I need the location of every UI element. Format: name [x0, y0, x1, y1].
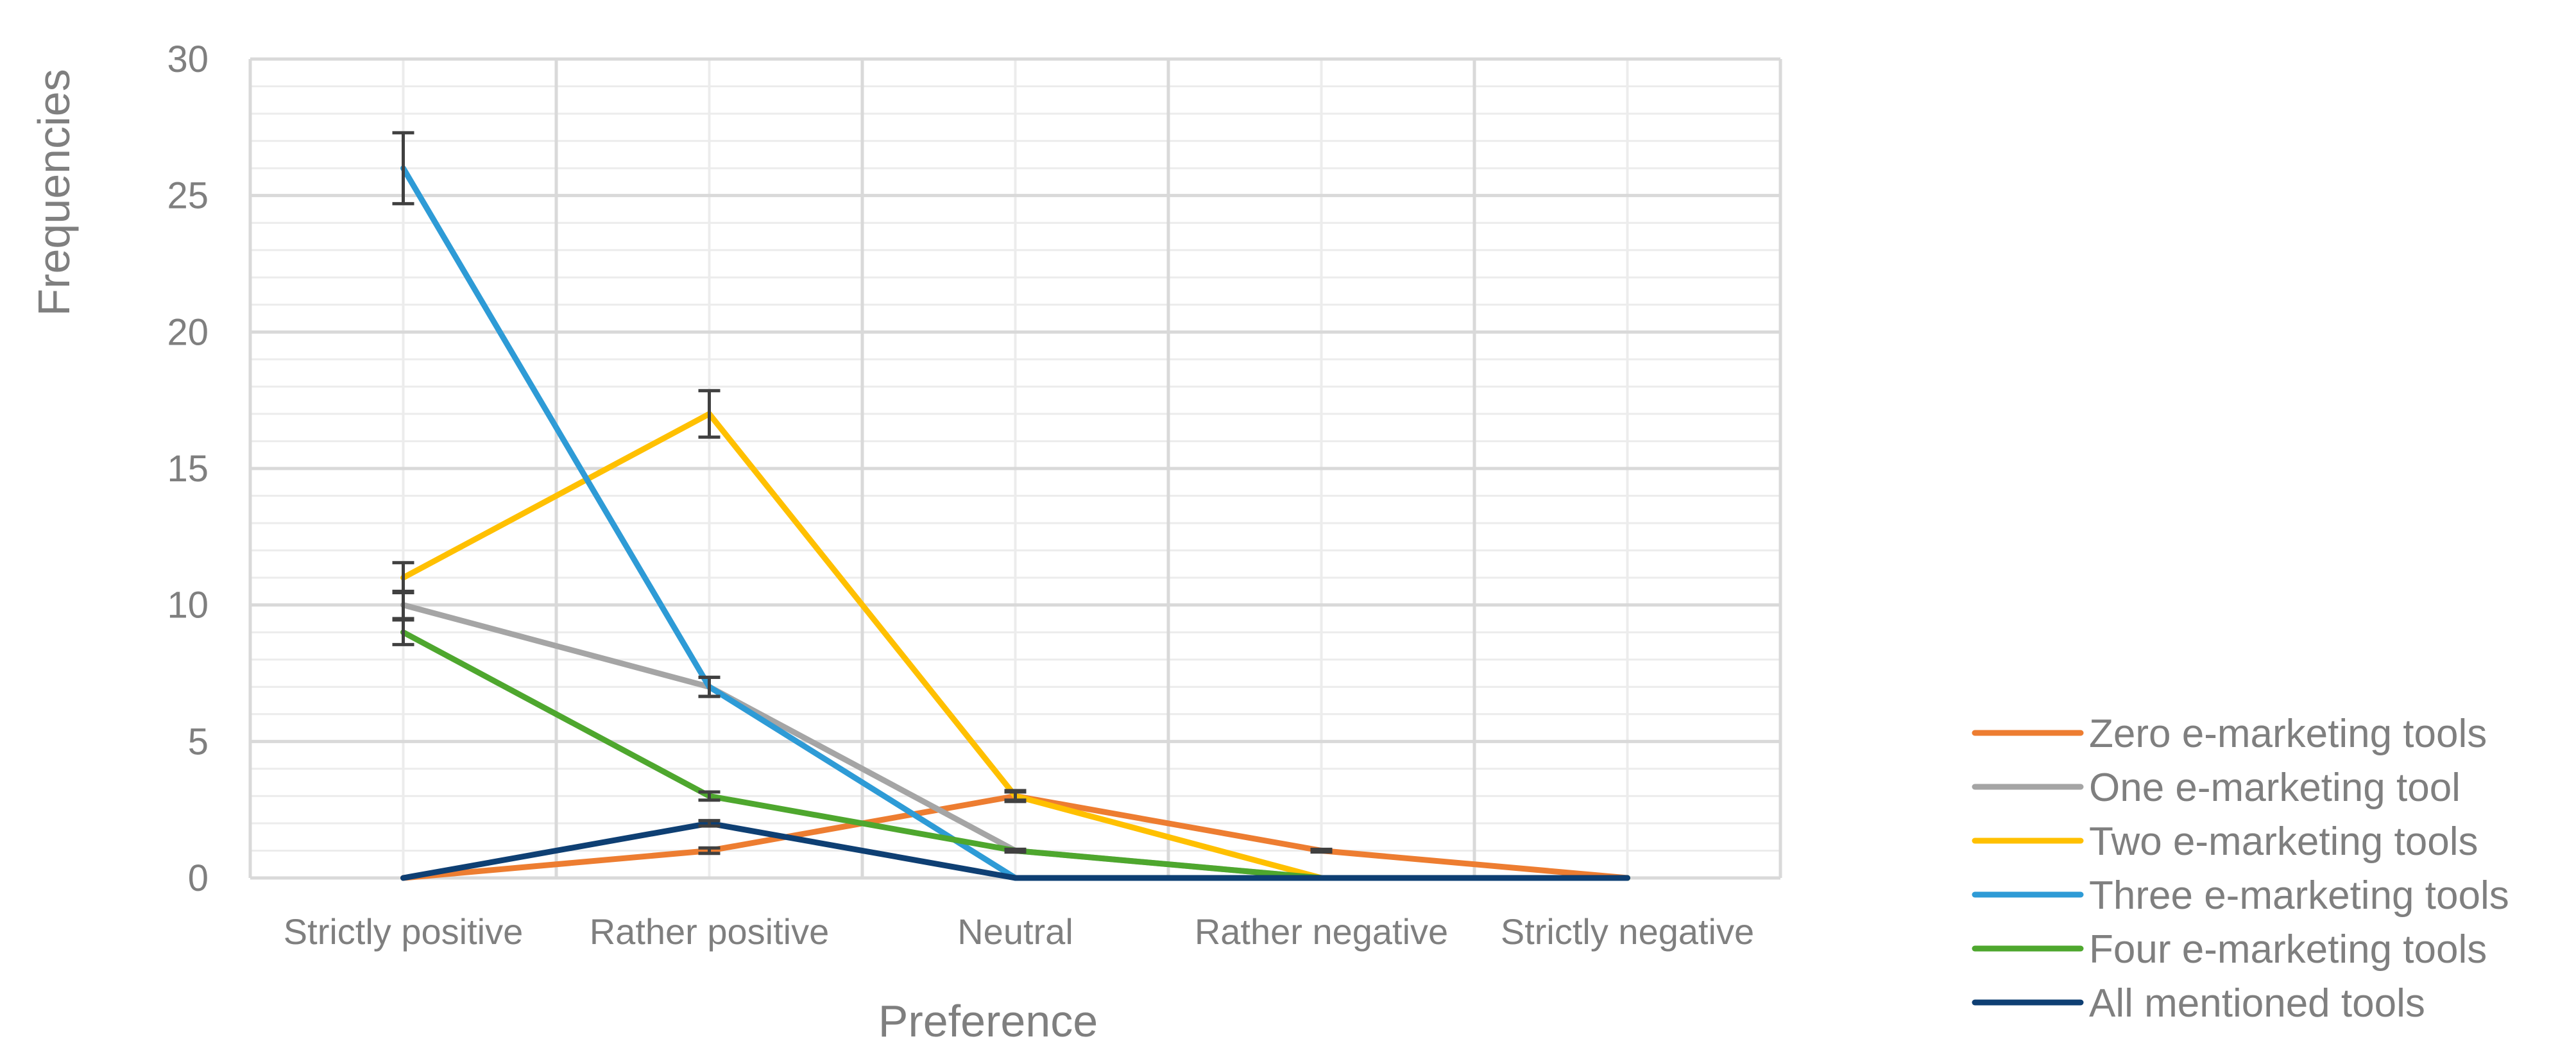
x-tick-label: Rather positive: [590, 911, 830, 952]
x-tick-label: Rather negative: [1195, 911, 1448, 952]
y-tick-label: 20: [167, 311, 209, 353]
legend-item: Two e-marketing tools: [1972, 820, 2478, 864]
error-bar: [1004, 790, 1027, 802]
legend-label: One e-marketing tool: [2089, 766, 2461, 810]
legend-item: Three e-marketing tools: [1972, 873, 2509, 918]
y-tick-label: 0: [188, 857, 209, 899]
y-tick-label: 15: [167, 448, 209, 490]
error-bar: [1310, 847, 1333, 854]
x-axis-tick-labels: Strictly positive Rather positive Neutral R…: [284, 911, 1754, 952]
error-bar: [392, 561, 414, 595]
error-bar: [392, 618, 414, 646]
legend-item: Zero e-marketing tools: [1972, 712, 2487, 756]
legend-label: All mentioned tools: [2089, 981, 2425, 1026]
y-tick-label: 30: [167, 39, 209, 80]
legend-label: Three e-marketing tools: [2089, 873, 2509, 918]
y-tick-label: 25: [167, 175, 209, 217]
legend-item: Four e-marketing tools: [1972, 927, 2487, 972]
legend-item: All mentioned tools: [1972, 981, 2425, 1026]
legend-label: Two e-marketing tools: [2089, 820, 2478, 864]
x-tick-label: Strictly positive: [284, 911, 523, 952]
y-axis-title: Frequencies: [29, 69, 79, 316]
legend-item: One e-marketing tool: [1972, 766, 2461, 810]
x-axis-title: Preference: [878, 996, 1098, 1046]
error-bar: [698, 675, 721, 698]
series-line: [400, 820, 1630, 881]
y-tick-label: 10: [167, 585, 209, 626]
x-tick-label: Strictly negative: [1501, 911, 1754, 952]
x-tick-label: Neutral: [957, 911, 1073, 952]
y-axis-tick-labels: 0 5 10 15 20 25 30: [167, 39, 209, 899]
error-bar: [698, 389, 721, 439]
legend: Zero e-marketing tools One e-marketing to…: [1972, 712, 2509, 1026]
error-bar: [698, 790, 721, 802]
error-bar: [392, 131, 414, 205]
legend-label: Four e-marketing tools: [2089, 927, 2487, 972]
y-tick-label: 5: [188, 721, 209, 762]
error-bar: [698, 819, 721, 828]
error-bars: [392, 131, 1333, 855]
error-bar: [1004, 847, 1027, 854]
error-bar: [698, 846, 721, 855]
legend-label: Zero e-marketing tools: [2089, 712, 2487, 756]
